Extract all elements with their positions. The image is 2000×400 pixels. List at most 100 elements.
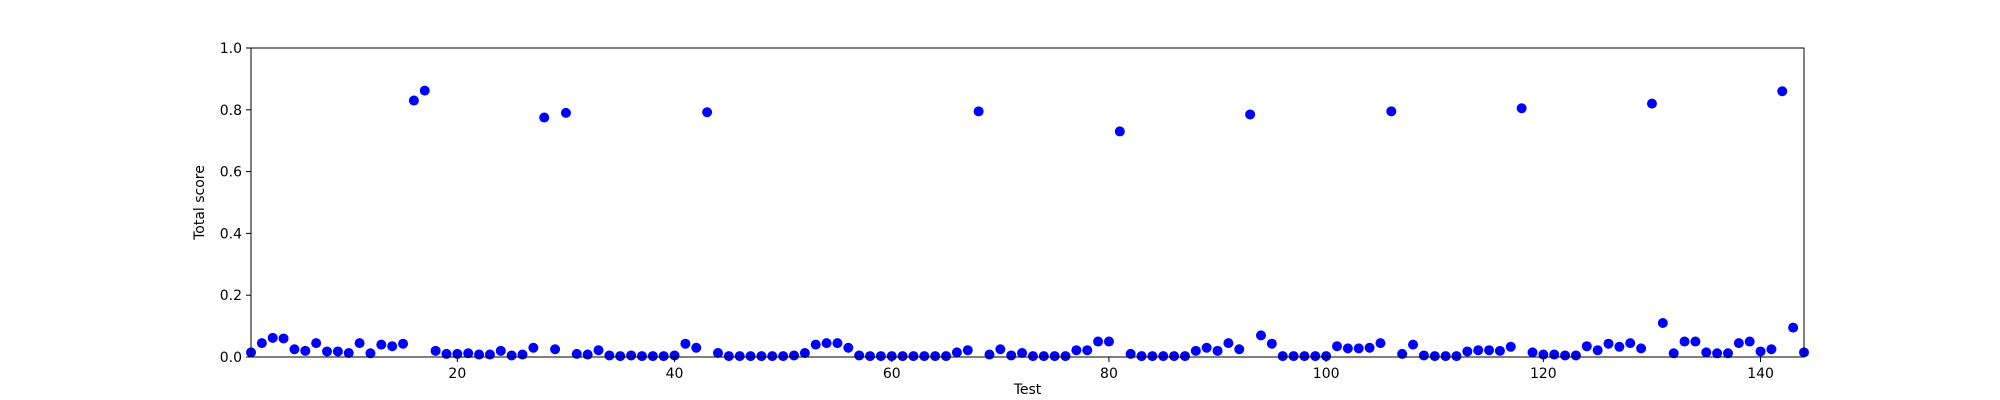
data-point [1549, 349, 1560, 360]
data-point [723, 351, 734, 362]
data-point [984, 349, 995, 360]
data-point [1668, 348, 1679, 359]
data-point [506, 350, 517, 361]
data-point [517, 349, 528, 360]
data-point [593, 345, 604, 356]
data-point [691, 342, 702, 353]
data-point [278, 333, 289, 344]
data-point [376, 339, 387, 350]
data-point [1277, 351, 1288, 362]
data-point [1353, 343, 1364, 354]
data-points [246, 85, 1809, 362]
data-point [1527, 347, 1538, 358]
data-point [1614, 341, 1625, 352]
data-point [1179, 351, 1190, 362]
y-axis-ticks: 0.0 0.2 0.4 0.6 0.8 1.0 [220, 41, 251, 366]
data-point [919, 351, 930, 362]
data-point [1733, 338, 1744, 349]
data-point [1679, 336, 1690, 347]
x-tick-label: 140 [1747, 366, 1774, 382]
data-point [1342, 343, 1353, 354]
data-point [474, 349, 485, 360]
data-point [1484, 345, 1495, 356]
data-point [799, 347, 810, 358]
data-point [865, 351, 876, 362]
data-point [1049, 351, 1060, 362]
x-tick-label: 120 [1530, 366, 1557, 382]
data-point [1386, 106, 1397, 117]
x-axis-label: Test [1013, 382, 1042, 398]
data-point [1722, 348, 1733, 359]
data-point [1299, 351, 1310, 362]
data-point [343, 347, 354, 358]
data-point [1418, 350, 1429, 361]
data-point [528, 342, 539, 353]
data-point [1114, 126, 1125, 137]
data-point [745, 351, 756, 362]
data-point [930, 351, 941, 362]
data-point [951, 347, 962, 358]
data-point [1766, 344, 1777, 355]
data-point [484, 349, 495, 360]
data-point [734, 351, 745, 362]
data-point [560, 107, 571, 118]
data-point [463, 348, 474, 359]
x-tick-label: 40 [666, 366, 684, 382]
data-point [1560, 350, 1571, 361]
data-point [897, 351, 908, 362]
data-point [430, 345, 441, 356]
data-point [1473, 345, 1484, 356]
data-point [1712, 348, 1723, 359]
data-point [256, 338, 267, 349]
y-tick-label: 0.6 [220, 165, 242, 181]
plot-frame [250, 47, 1805, 358]
data-point [1636, 343, 1647, 354]
data-point [1332, 341, 1343, 352]
data-point [408, 95, 419, 106]
data-point [1071, 345, 1082, 356]
data-point [615, 351, 626, 362]
data-point [626, 350, 637, 361]
data-point [1516, 103, 1527, 114]
data-point [398, 338, 409, 349]
data-point [441, 348, 452, 359]
data-point [658, 351, 669, 362]
data-point [365, 348, 376, 359]
data-point [1429, 351, 1440, 362]
data-point [1451, 351, 1462, 362]
data-point [289, 344, 300, 355]
y-tick-label: 0.8 [220, 103, 242, 119]
data-point [332, 346, 343, 357]
data-point [1462, 346, 1473, 357]
data-point [756, 351, 767, 362]
data-point [1027, 351, 1038, 362]
data-point [789, 350, 800, 361]
x-tick-label: 100 [1313, 366, 1340, 382]
data-point [495, 345, 506, 356]
data-point [1375, 338, 1386, 349]
data-point [1755, 346, 1766, 357]
y-tick-label: 0.4 [220, 226, 242, 242]
data-point [1223, 338, 1234, 349]
data-point [1103, 336, 1114, 347]
data-point [1494, 345, 1505, 356]
data-point [1657, 318, 1668, 329]
x-tick-label: 60 [883, 366, 901, 382]
data-point [1245, 109, 1256, 120]
x-tick-label: 80 [1100, 366, 1118, 382]
data-point [1136, 351, 1147, 362]
data-point [1505, 341, 1516, 352]
data-point [300, 345, 311, 356]
data-point [354, 338, 365, 349]
data-point [908, 351, 919, 362]
data-point [832, 338, 843, 349]
data-point [636, 351, 647, 362]
data-point [1310, 351, 1321, 362]
data-point [886, 351, 897, 362]
data-point [1288, 351, 1299, 362]
data-point [810, 339, 821, 350]
data-point [843, 342, 854, 353]
data-point [995, 344, 1006, 355]
data-point [1701, 347, 1712, 358]
